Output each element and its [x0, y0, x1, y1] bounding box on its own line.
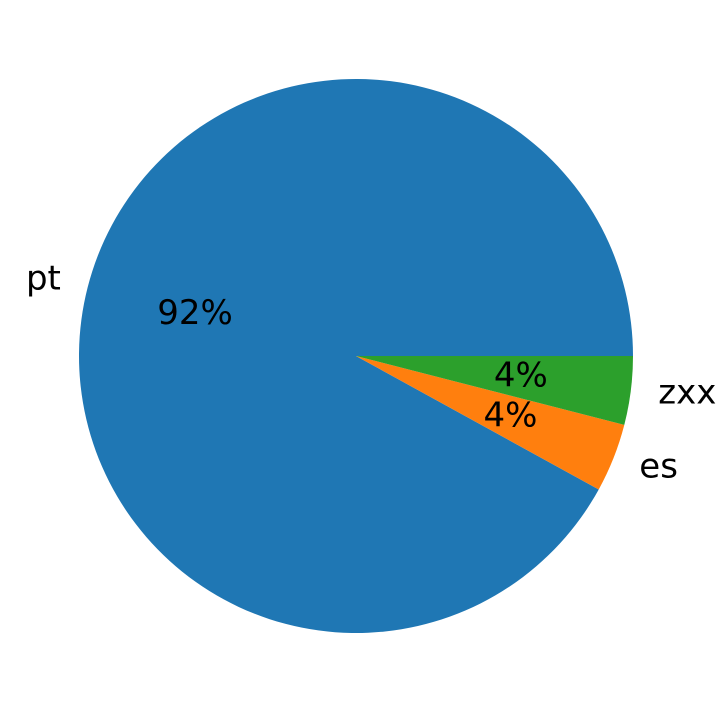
slice-label: zxx [658, 373, 716, 413]
pct-label: 92% [157, 293, 233, 333]
pie-slice [356, 356, 633, 425]
pct-label: 4% [484, 396, 538, 436]
pie-slice [356, 356, 625, 490]
slice-label: es [639, 447, 678, 487]
pct-label: 4% [494, 355, 548, 395]
pie-slice [79, 79, 634, 634]
slice-label: pt [26, 259, 61, 299]
